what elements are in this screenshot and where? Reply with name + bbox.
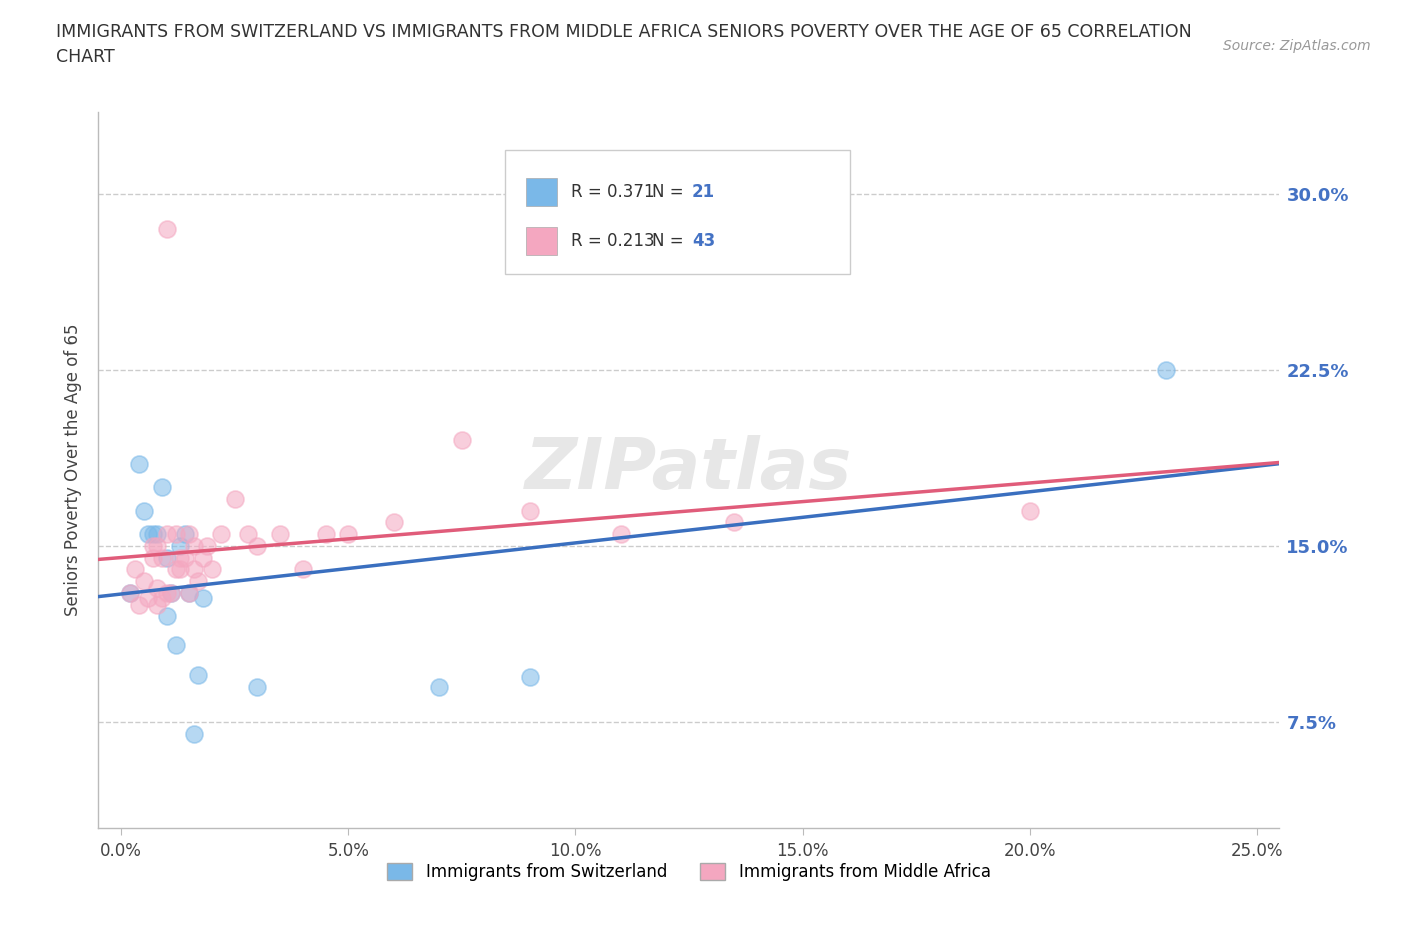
- Point: [179, 586, 201, 601]
- Point: [150, 551, 173, 565]
- Point: [160, 586, 183, 601]
- Point: [173, 551, 195, 565]
- Point: [138, 591, 160, 605]
- Point: [146, 597, 169, 612]
- Point: [146, 538, 169, 553]
- Point: [155, 526, 177, 541]
- Point: [146, 580, 169, 595]
- Text: R = 0.371: R = 0.371: [571, 183, 654, 201]
- Point: [427, 680, 450, 695]
- Point: [165, 526, 187, 541]
- Point: [224, 492, 246, 507]
- Point: [165, 562, 187, 577]
- Point: [450, 432, 472, 447]
- Point: [1154, 363, 1177, 378]
- Point: [191, 551, 214, 565]
- Point: [169, 562, 191, 577]
- Point: [238, 526, 260, 541]
- Point: [155, 586, 177, 601]
- Point: [187, 574, 209, 589]
- Point: [197, 538, 219, 553]
- Point: [191, 591, 214, 605]
- Point: [382, 515, 405, 530]
- Point: [142, 538, 165, 553]
- Point: [142, 526, 165, 541]
- Point: [150, 480, 173, 495]
- Text: 21: 21: [692, 183, 714, 201]
- Point: [160, 586, 183, 601]
- Point: [337, 526, 360, 541]
- Point: [179, 526, 201, 541]
- Point: [138, 526, 160, 541]
- Point: [132, 574, 155, 589]
- Point: [124, 562, 146, 577]
- Text: ZIPatlas: ZIPatlas: [526, 435, 852, 504]
- Text: Source: ZipAtlas.com: Source: ZipAtlas.com: [1223, 39, 1371, 53]
- Point: [132, 503, 155, 518]
- Point: [179, 586, 201, 601]
- Point: [315, 526, 337, 541]
- Point: [723, 515, 745, 530]
- Legend: Immigrants from Switzerland, Immigrants from Middle Africa: Immigrants from Switzerland, Immigrants …: [381, 856, 997, 887]
- Point: [146, 526, 169, 541]
- Text: N =: N =: [652, 183, 689, 201]
- Point: [142, 551, 165, 565]
- Point: [291, 562, 314, 577]
- Point: [246, 538, 269, 553]
- Point: [169, 551, 191, 565]
- Point: [610, 526, 633, 541]
- Point: [201, 562, 224, 577]
- Point: [128, 457, 150, 472]
- Text: IMMIGRANTS FROM SWITZERLAND VS IMMIGRANTS FROM MIDDLE AFRICA SENIORS POVERTY OVE: IMMIGRANTS FROM SWITZERLAND VS IMMIGRANT…: [56, 23, 1192, 66]
- Point: [183, 562, 205, 577]
- Text: 43: 43: [692, 232, 716, 250]
- Point: [519, 670, 541, 684]
- Point: [155, 609, 177, 624]
- Point: [1018, 503, 1040, 518]
- Point: [246, 680, 269, 695]
- Point: [183, 538, 205, 553]
- Point: [169, 538, 191, 553]
- Point: [128, 597, 150, 612]
- Point: [173, 526, 195, 541]
- Point: [165, 637, 187, 652]
- Point: [150, 591, 173, 605]
- Point: [187, 668, 209, 683]
- Point: [120, 586, 142, 601]
- Point: [183, 726, 205, 741]
- Point: [155, 221, 177, 236]
- Text: N =: N =: [652, 232, 689, 250]
- Y-axis label: Seniors Poverty Over the Age of 65: Seniors Poverty Over the Age of 65: [65, 324, 83, 616]
- Point: [209, 526, 232, 541]
- Point: [155, 551, 177, 565]
- Text: R = 0.213: R = 0.213: [571, 232, 654, 250]
- Point: [120, 586, 142, 601]
- Point: [269, 526, 291, 541]
- Point: [519, 503, 541, 518]
